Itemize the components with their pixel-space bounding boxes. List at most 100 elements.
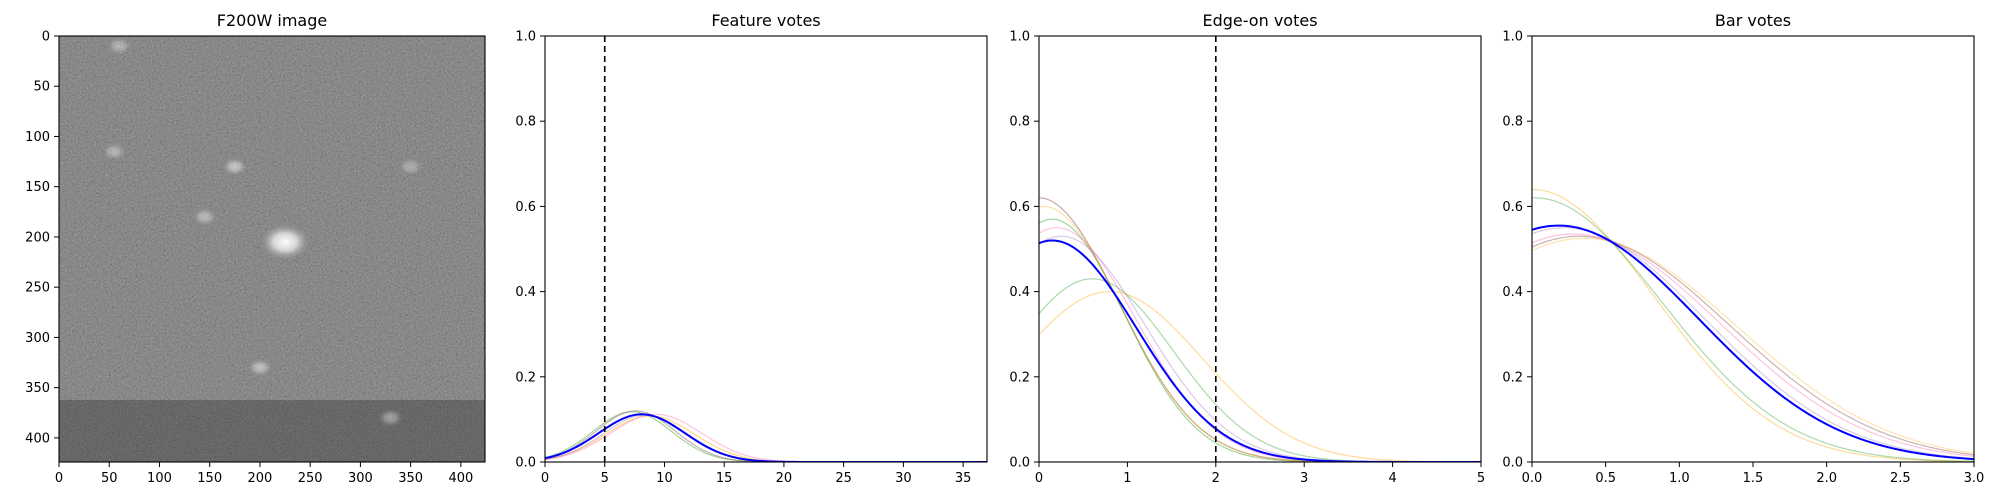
edge-on-votes-y-tick-label-1: 0.2	[1009, 370, 1030, 385]
edge-on-votes-series-line-3	[1039, 197, 1481, 462]
feature-votes-frame	[544, 35, 988, 463]
faint-source-7	[377, 408, 404, 428]
image-x-tick-label-6: 300	[348, 471, 373, 486]
feature-votes-series-line-3	[545, 413, 987, 462]
feature-votes-x-tick-label-5: 25	[835, 471, 852, 486]
feature-votes-x-tick-label-7: 35	[955, 471, 972, 486]
image-y-tick-label-1: 50	[33, 80, 50, 95]
feature-votes-y-tick-label-5: 1.0	[515, 30, 536, 45]
faint-source-2	[191, 207, 218, 227]
faint-source-4	[246, 357, 274, 378]
feature-votes-x-tick-label-2: 10	[656, 471, 673, 486]
bar-votes-frame	[1531, 35, 1975, 463]
bar-votes-series-line-6	[1532, 237, 1974, 454]
edge-on-votes-y-tick-label-2: 0.4	[1009, 285, 1030, 300]
image-bottom-noise-band	[59, 400, 485, 462]
feature-votes-y-tick-label-0: 0.0	[515, 456, 536, 471]
image-x-tick-label-0: 0	[55, 471, 63, 486]
bar-votes-x-tick-label-4: 2.0	[1816, 471, 1837, 486]
image-y-tick-label-8: 400	[25, 431, 50, 446]
bar-votes-x-tick-label-1: 0.5	[1595, 471, 1616, 486]
bar-votes-series-line-4	[1532, 233, 1974, 457]
feature-votes-x-tick-label-3: 15	[716, 471, 733, 486]
image-panel-title: F200W image	[217, 11, 327, 30]
feature-votes-y-tick-label-2: 0.4	[515, 285, 536, 300]
edge-on-votes-series-line-6	[1039, 235, 1481, 462]
image-x-tick-label-8: 400	[448, 471, 473, 486]
image-y-tick-label-5: 250	[25, 281, 50, 296]
edge-on-votes-x-tick-label-0: 0	[1035, 471, 1043, 486]
edge-on-votes-series-line-5	[1039, 227, 1481, 462]
edge-on-votes-plot-area	[1039, 36, 1481, 462]
faint-source-1	[221, 157, 249, 177]
image-y-tick-label-6: 300	[25, 331, 50, 346]
image-features	[101, 36, 424, 428]
bar-votes-x-tick-label-2: 1.0	[1669, 471, 1690, 486]
bar-votes-x-tick-label-5: 2.5	[1890, 471, 1911, 486]
bar-votes-title: Bar votes	[1715, 11, 1791, 30]
edge-on-votes-x-tick-label-3: 3	[1300, 471, 1308, 486]
image-pixels	[59, 36, 485, 462]
feature-votes-panel: Feature votes 0 5 10 15 20 25 30 35 0.0 0.2 0.4 0.6 0…	[515, 11, 988, 486]
edge-on-votes-series-line-0	[1039, 239, 1481, 462]
edge-on-votes-title: Edge-on votes	[1202, 11, 1317, 30]
bar-votes-y-tick-label-1: 0.2	[1502, 370, 1523, 385]
bar-votes-y-tick-label-4: 0.8	[1502, 115, 1523, 130]
bar-votes-y-tick-label-5: 1.0	[1502, 30, 1523, 45]
feature-votes-x-tick-label-0: 0	[541, 471, 549, 486]
image-x-tick-label-3: 150	[197, 471, 222, 486]
bright-source-0	[258, 222, 312, 262]
image-y-tick-label-3: 150	[25, 180, 50, 195]
image-y-tick-label-4: 200	[25, 230, 50, 245]
bar-votes-series-line-0	[1532, 224, 1974, 461]
bar-votes-series-line-5	[1532, 227, 1974, 460]
bar-votes-y-tick-label-2: 0.4	[1502, 285, 1523, 300]
bar-votes-panel: Bar votes 0.0 0.5 1.0 1.5 2.0 2.5 3.0 0.0 0.2 0.4 0…	[1502, 11, 1984, 486]
edge-on-votes-y-tick-label-3: 0.6	[1009, 200, 1030, 215]
bar-votes-series-line-1	[1532, 188, 1974, 462]
feature-votes-plot-area	[545, 36, 987, 462]
edge-on-votes-series-line-2	[1039, 278, 1481, 462]
edge-on-votes-x-tick-label-4: 4	[1388, 471, 1396, 486]
edge-on-votes-series-line-4	[1039, 218, 1481, 462]
bar-votes-x-tick-label-0: 0.0	[1522, 471, 1543, 486]
image-y-tick-label-7: 350	[25, 381, 50, 396]
bar-votes-x-tick-label-3: 1.5	[1743, 471, 1764, 486]
image-x-tick-label-5: 250	[298, 471, 323, 486]
image-y-tick-label-0: 0	[42, 30, 50, 45]
bar-votes-y-tick-label-0: 0.0	[1502, 456, 1523, 471]
bar-votes-series-line-2	[1532, 197, 1974, 462]
feature-votes-series-line-2	[545, 415, 987, 462]
image-x-tick-label-1: 50	[101, 471, 118, 486]
edge-on-votes-y-tick-label-0: 0.0	[1009, 456, 1030, 471]
bar-votes-plot-area	[1532, 188, 1974, 462]
feature-votes-series-line-5	[545, 414, 987, 462]
faint-source-5	[106, 36, 133, 56]
image-axes: 0 50 100 150 200 250 300 350 400 0 50 100 150 200 250 3…	[25, 30, 473, 487]
bar-votes-x-tick-label-6: 3.0	[1964, 471, 1985, 486]
feature-votes-x-tick-label-4: 20	[776, 471, 793, 486]
edge-on-votes-y-tick-label-5: 1.0	[1009, 30, 1030, 45]
edge-on-votes-x-tick-label-5: 5	[1477, 471, 1485, 486]
edge-on-votes-series-line-7	[1039, 205, 1481, 462]
edge-on-votes-frame	[1038, 35, 1482, 463]
feature-votes-series-line-0	[545, 413, 987, 462]
edge-on-votes-x-tick-label-1: 1	[1123, 471, 1131, 486]
bar-votes-series-line-3	[1532, 235, 1974, 456]
edge-on-votes-series-line-1	[1039, 290, 1481, 462]
feature-votes-title: Feature votes	[711, 11, 820, 30]
feature-votes-y-tick-label-3: 0.6	[515, 200, 536, 215]
edge-on-votes-x-tick-label-2: 2	[1212, 471, 1220, 486]
image-x-tick-label-4: 200	[248, 471, 273, 486]
feature-votes-x-tick-label-6: 30	[895, 471, 912, 486]
feature-votes-y-tick-label-1: 0.2	[515, 370, 536, 385]
image-x-tick-label-7: 350	[398, 471, 423, 486]
bar-votes-y-tick-label-3: 0.6	[1502, 200, 1523, 215]
edge-on-votes-y-tick-label-4: 0.8	[1009, 115, 1030, 130]
edge-on-votes-panel: Edge-on votes 0 1 2 3 4 5 0.0 0.2 0.4 0.6 0.8 1.0	[1009, 11, 1485, 486]
image-y-tick-label-2: 100	[25, 130, 50, 145]
faint-source-6	[397, 157, 424, 177]
image-x-tick-label-2: 100	[147, 471, 172, 486]
image-panel: F200W image 0 50 100 150 200 250 300 350 400 0 50 1…	[25, 11, 486, 487]
